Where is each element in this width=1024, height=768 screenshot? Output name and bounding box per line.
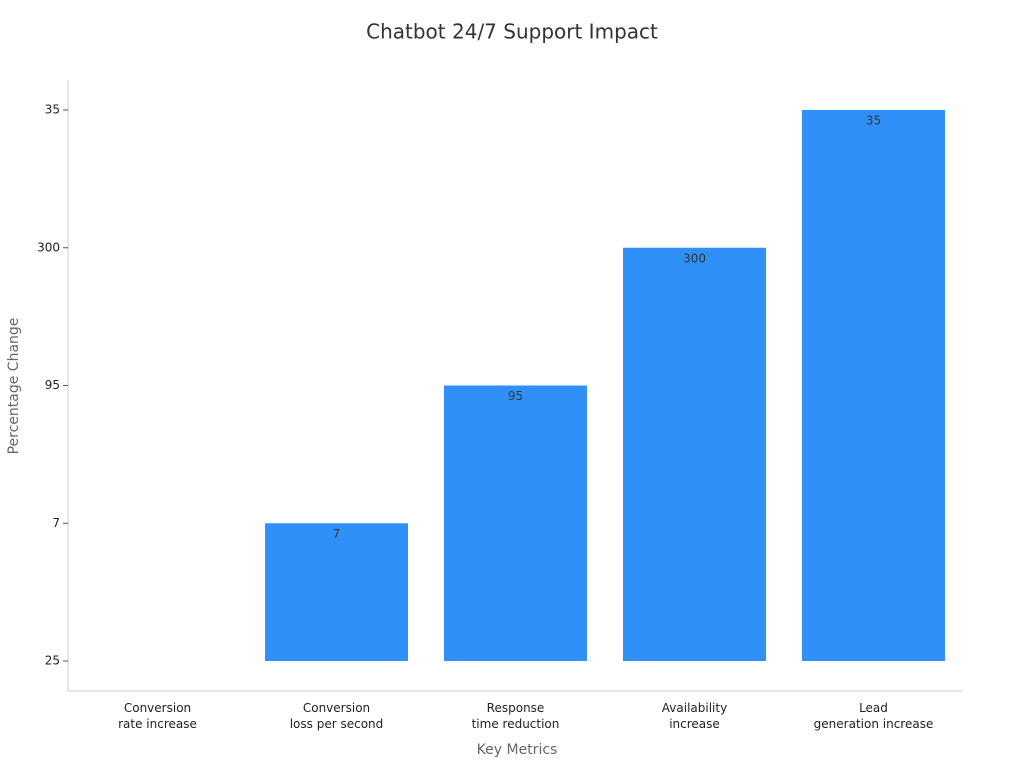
bar bbox=[444, 385, 587, 661]
bar bbox=[802, 110, 945, 661]
y-tick-label: 95 bbox=[45, 378, 60, 392]
data-label: 35 bbox=[866, 114, 881, 128]
y-tick-label: 300 bbox=[37, 240, 60, 254]
data-label: 300 bbox=[683, 251, 706, 265]
x-axis-label: Key Metrics bbox=[477, 742, 558, 758]
y-axis-label: Percentage Change bbox=[6, 318, 22, 455]
y-tick-label: 7 bbox=[52, 516, 60, 530]
x-tick-label: Conversion rate increase bbox=[118, 701, 197, 731]
data-label: 95 bbox=[508, 389, 523, 403]
x-tick-label: Lead generation increase bbox=[813, 701, 934, 731]
data-label: 7 bbox=[333, 527, 341, 541]
bar bbox=[623, 247, 766, 661]
x-tick-label: Availability increase bbox=[661, 701, 728, 731]
x-tick-label: Conversion loss per second bbox=[289, 701, 384, 731]
chart-title: Chatbot 24/7 Support Impact bbox=[366, 20, 658, 44]
bar bbox=[265, 523, 408, 661]
x-tick-label: Response time reduction bbox=[471, 701, 560, 731]
y-tick-label: 25 bbox=[45, 654, 60, 668]
y-tick-label: 35 bbox=[45, 103, 60, 117]
